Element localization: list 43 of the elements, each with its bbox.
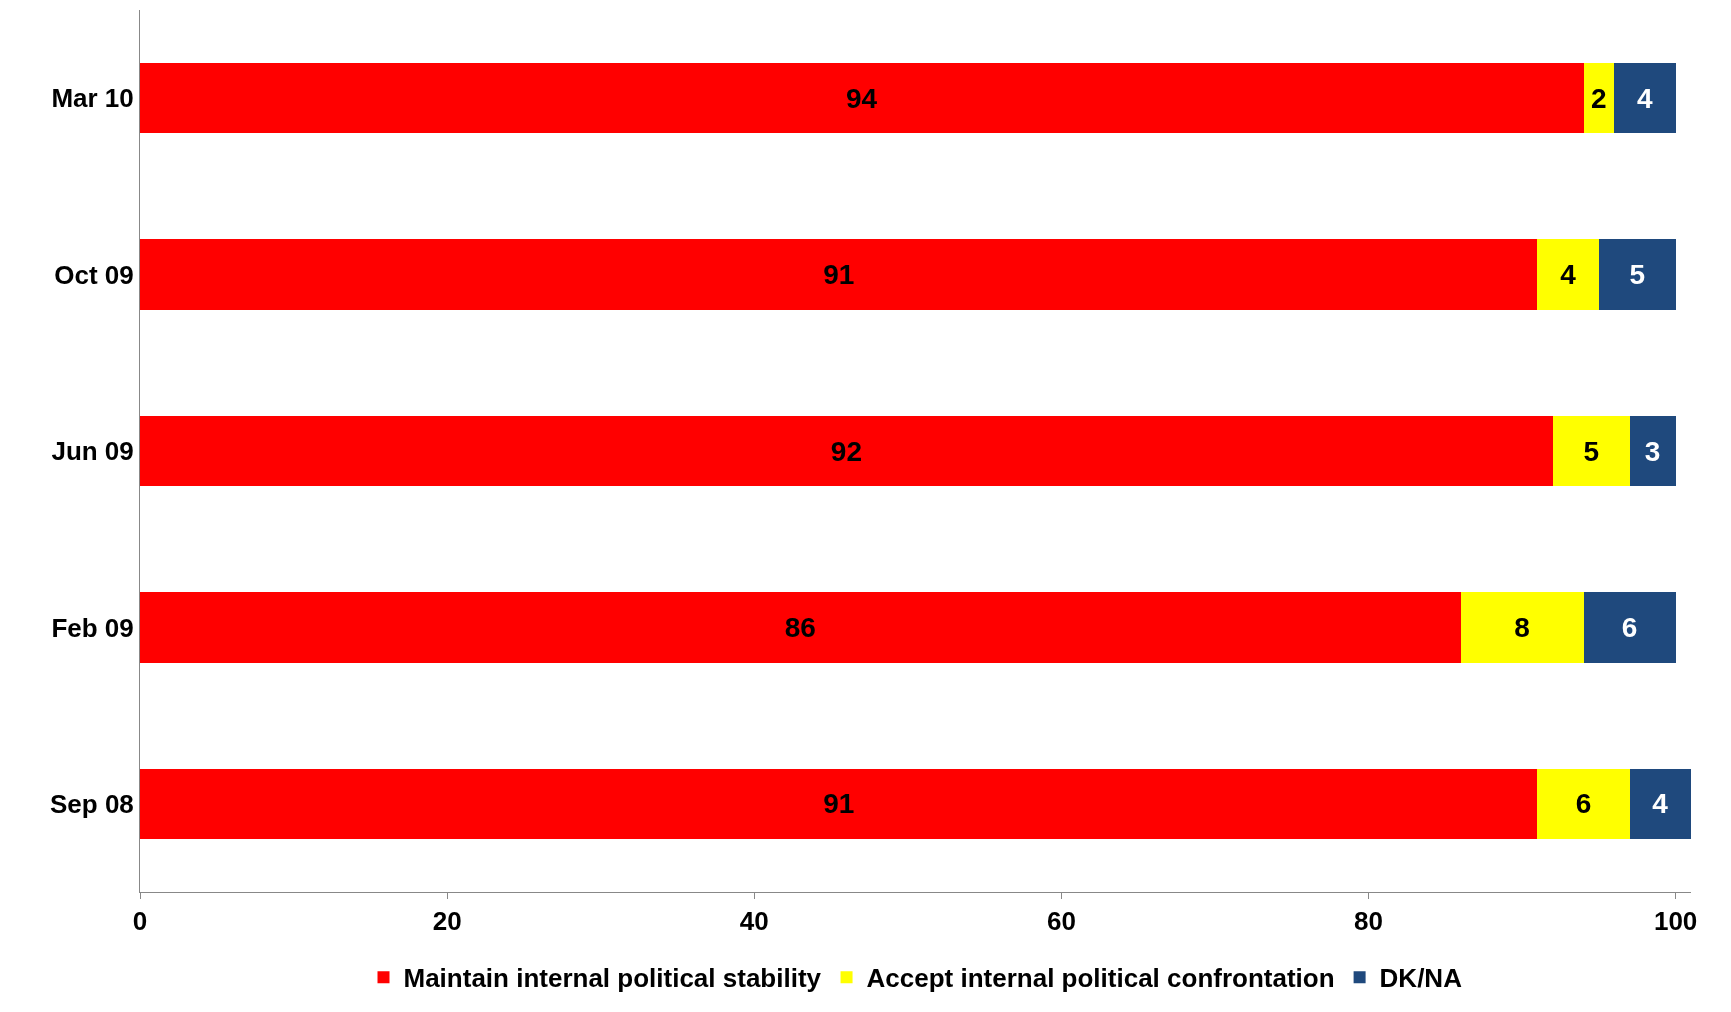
bar bbox=[1629, 415, 1676, 487]
x-tick-label: 100 bbox=[1653, 906, 1698, 937]
data-label: 91 bbox=[823, 259, 855, 291]
data-label: 6 bbox=[1575, 788, 1592, 820]
bar bbox=[140, 62, 1584, 134]
bar bbox=[140, 592, 1461, 663]
y-tick-label: Mar 10 bbox=[51, 83, 134, 114]
bar bbox=[1537, 239, 1599, 310]
data-label: 8 bbox=[1514, 611, 1530, 643]
y-tick-label: Oct 09 bbox=[54, 259, 134, 290]
data-label: 6 bbox=[1621, 611, 1638, 643]
legend-label: Accept internal political confrontation bbox=[866, 963, 1335, 994]
x-tick-label: 40 bbox=[739, 906, 769, 937]
data-label: 4 bbox=[1652, 788, 1669, 820]
data-label: 5 bbox=[1629, 259, 1646, 291]
data-label: 4 bbox=[1560, 259, 1577, 291]
data-label: 92 bbox=[830, 435, 862, 467]
x-tick-label: 20 bbox=[432, 906, 462, 937]
data-label: 91 bbox=[823, 788, 855, 820]
data-label: 2 bbox=[1591, 82, 1607, 114]
data-label: 94 bbox=[845, 82, 878, 114]
bar bbox=[1552, 415, 1630, 487]
bar bbox=[1598, 239, 1676, 310]
bar bbox=[140, 239, 1538, 310]
bar bbox=[1583, 592, 1676, 663]
data-label: 86 bbox=[784, 611, 816, 643]
bar bbox=[1460, 592, 1584, 663]
x-tick-label: 0 bbox=[132, 906, 148, 937]
bar bbox=[140, 768, 1538, 840]
bar bbox=[1614, 62, 1676, 134]
x-tick-label: 60 bbox=[1046, 906, 1076, 937]
bar bbox=[140, 415, 1553, 487]
data-label: 5 bbox=[1583, 435, 1599, 467]
y-tick-label: Sep 08 bbox=[49, 788, 134, 819]
bar bbox=[1629, 768, 1691, 840]
bar bbox=[1537, 768, 1630, 840]
data-label: 4 bbox=[1636, 82, 1653, 114]
data-label: 3 bbox=[1644, 435, 1661, 467]
y-tick-label: Feb 09 bbox=[51, 612, 134, 643]
legend-label: DK/NA bbox=[1379, 963, 1463, 994]
legend-label: Maintain internal political stability bbox=[403, 963, 822, 994]
y-tick-label: Jun 09 bbox=[51, 436, 134, 467]
x-tick-label: 80 bbox=[1354, 906, 1383, 937]
